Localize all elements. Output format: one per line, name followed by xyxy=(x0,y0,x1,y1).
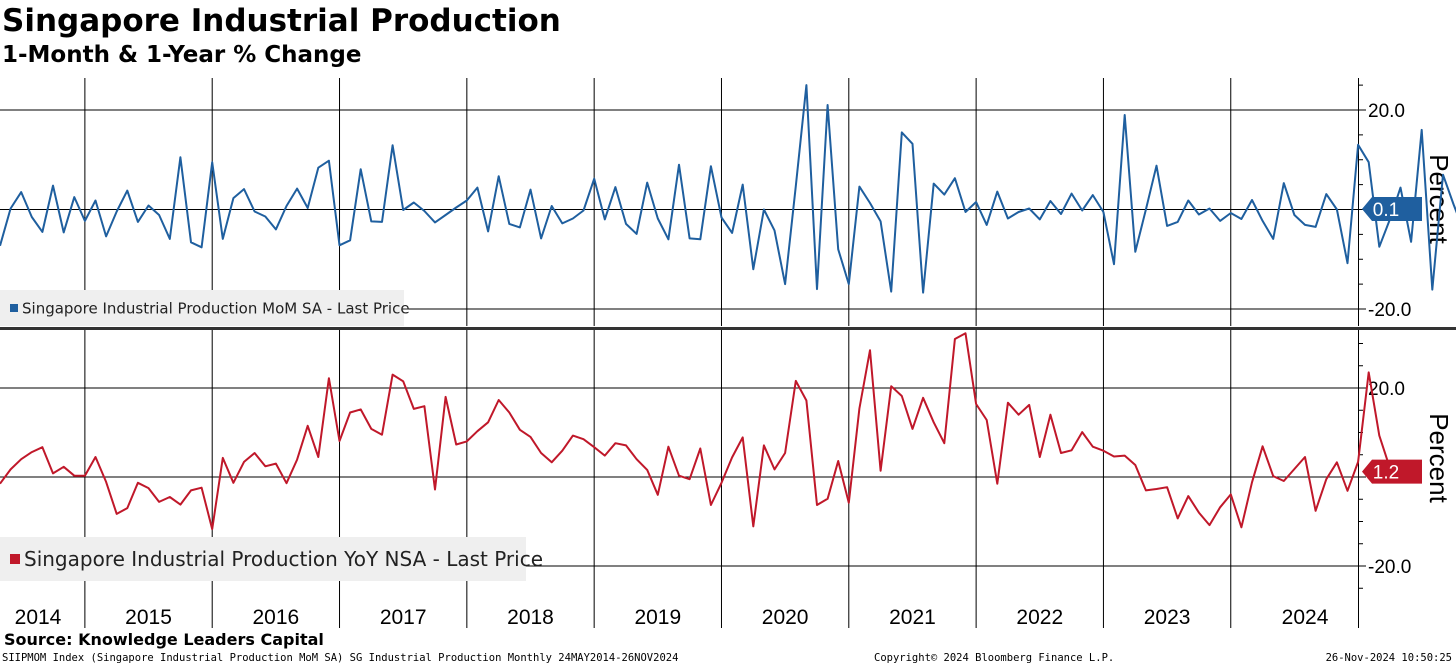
x-tick-label: 2021 xyxy=(889,606,936,629)
yoy-legend-label: Singapore Industrial Production YoY NSA … xyxy=(24,547,543,571)
yoy-ytick-label: 20.0 xyxy=(1368,379,1405,400)
x-tick-label: 2014 xyxy=(15,606,62,629)
mom-ytick-label: 20.0 xyxy=(1368,101,1405,122)
x-tick-label: 2020 xyxy=(762,606,809,629)
x-tick-label: 2022 xyxy=(1016,606,1063,629)
mom-legend-swatch xyxy=(10,304,18,312)
x-tick-label: 2016 xyxy=(253,606,300,629)
x-tick-label: 2018 xyxy=(507,606,554,629)
x-tick-label: 2019 xyxy=(634,606,681,629)
mom-legend-label: Singapore Industrial Production MoM SA -… xyxy=(22,299,410,317)
footer-series-info: SIIPMOM Index (Singapore Industrial Prod… xyxy=(2,652,679,664)
chart-title: Singapore Industrial Production xyxy=(2,3,561,39)
mom-ytick-label: -20.0 xyxy=(1368,300,1411,321)
mom-legend-box xyxy=(0,290,404,326)
footer-copyright: Copyright© 2024 Bloomberg Finance L.P. xyxy=(874,652,1115,664)
yoy-series-line xyxy=(0,332,1391,531)
chart-subtitle: 1-Month & 1-Year % Change xyxy=(2,42,362,68)
yoy-ytick-label: -20.0 xyxy=(1368,557,1411,578)
yoy-last-value: 1.2 xyxy=(1373,463,1399,484)
mom-last-value-flag xyxy=(1362,197,1422,222)
source-note: Source: Knowledge Leaders Capital xyxy=(4,630,324,649)
yoy-legend-box xyxy=(0,537,526,581)
yoy-ylabel: Percent xyxy=(1424,413,1454,503)
x-tick-label: 2015 xyxy=(125,606,172,629)
yoy-legend-swatch xyxy=(10,554,20,564)
mom-last-value: 0.1 xyxy=(1373,200,1399,221)
x-tick-label: 2023 xyxy=(1144,606,1191,629)
x-tick-label: 2017 xyxy=(380,606,427,629)
mom-series-line xyxy=(0,84,1456,294)
footer-timestamp: 26-Nov-2024 10:50:25 xyxy=(1325,652,1452,664)
yoy-last-value-flag xyxy=(1362,459,1422,484)
x-tick-label: 2024 xyxy=(1282,606,1329,629)
